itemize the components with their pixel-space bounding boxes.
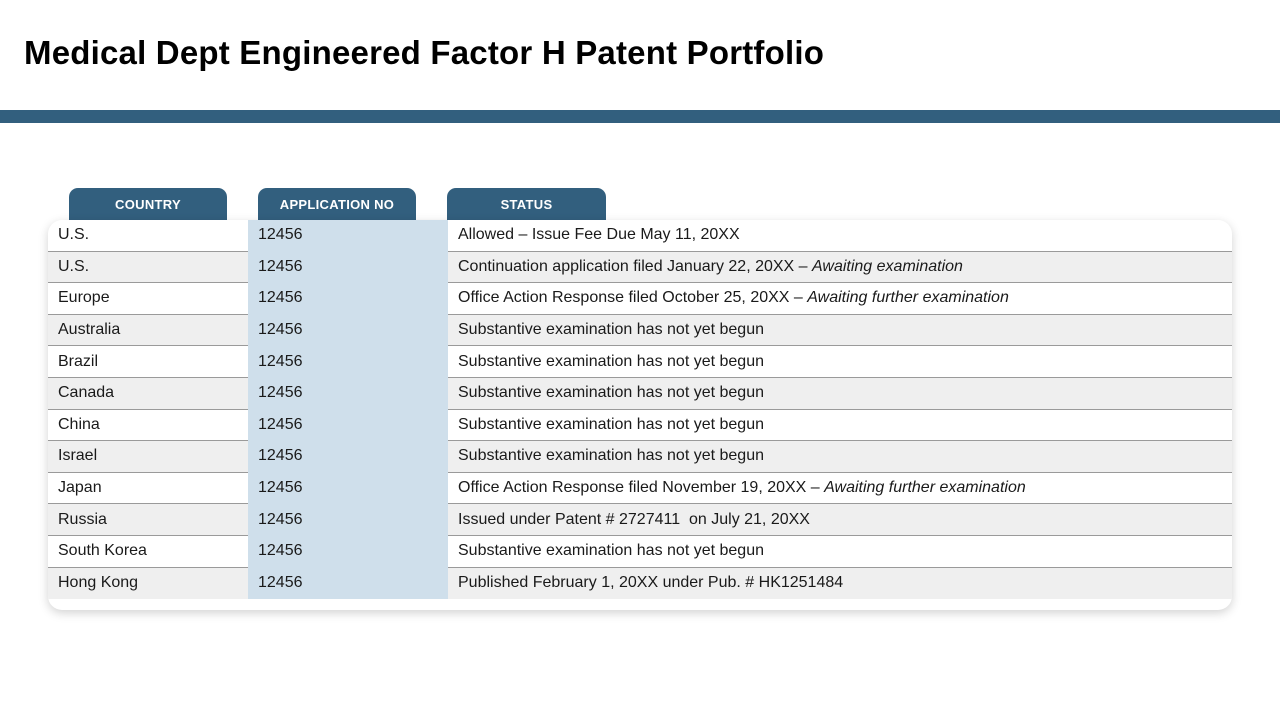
table-row: Russia 12456 Issued under Patent # 2727411… (48, 504, 1232, 536)
status-text: Substantive examination has not yet begu… (458, 321, 764, 339)
cell-application-no: 12456 (258, 447, 303, 465)
cell-application-no: 12456 (258, 510, 303, 528)
cell-country: South Korea (58, 542, 147, 560)
status-text: Office Action Response filed October 25,… (458, 289, 808, 307)
cell-application-no: 12456 (258, 384, 303, 402)
column-header-application-no: APPLICATION NO (258, 188, 416, 222)
cell-status: Substantive examination has not yet begu… (458, 410, 1228, 441)
page-title: Medical Dept Engineered Factor H Patent … (24, 34, 825, 71)
cell-country: Japan (58, 479, 102, 497)
cell-status: Issued under Patent # 2727411 on July 21… (458, 504, 1228, 535)
column-header-status: STATUS (447, 188, 606, 222)
cell-country: Israel (58, 447, 98, 465)
cell-application-no: 12456 (258, 415, 303, 433)
cell-country: U.S. (58, 226, 90, 244)
table-row: Europe 12456 Office Action Response filed … (48, 283, 1232, 315)
title-divider-bar (0, 110, 1280, 123)
cell-application-no: 12456 (258, 574, 303, 592)
table-row: Canada 12456 Substantive examination has n… (48, 377, 1232, 410)
status-text: Substantive examination has not yet begu… (458, 384, 764, 402)
status-text: Allowed – Issue Fee Due May 11, 20XX (458, 226, 740, 244)
table-row: Israel 12456 Substantive examination has n… (48, 441, 1232, 473)
table-row: Brazil 12456 Substantive examination has n… (48, 346, 1232, 378)
status-text: Substantive examination has not yet begu… (458, 447, 764, 465)
cell-status: Office Action Response filed October 25,… (458, 283, 1228, 314)
table-body: U.S. 12456 Allowed – Issue Fee Due May 11,… (48, 220, 1232, 600)
cell-country: China (58, 415, 100, 433)
cell-country: Australia (58, 321, 121, 339)
status-text: Continuation application filed January 2… (458, 257, 813, 275)
cell-status: Substantive examination has not yet begu… (458, 441, 1228, 472)
status-text: Published February 1, 20XX under Pub. # … (458, 574, 844, 592)
cell-application-no: 12456 (258, 226, 303, 244)
cell-status: Office Action Response filed November 19… (458, 473, 1228, 504)
cell-status: Continuation application filed January 2… (458, 252, 1228, 283)
table-row: U.S. 12456 Continuation application filed … (48, 251, 1232, 284)
cell-status: Substantive examination has not yet begu… (458, 346, 1228, 377)
cell-country: Brazil (58, 352, 99, 370)
cell-application-no: 12456 (258, 321, 303, 339)
status-text: Substantive examination has not yet begu… (458, 415, 764, 433)
cell-status: Substantive examination has not yet begu… (458, 536, 1228, 567)
cell-country: Russia (58, 510, 107, 528)
cell-country: U.S. (58, 257, 90, 275)
status-text: Substantive examination has not yet begu… (458, 352, 764, 370)
cell-status: Published February 1, 20XX under Pub. # … (458, 568, 1228, 600)
patent-table: U.S. 12456 Allowed – Issue Fee Due May 11,… (48, 220, 1232, 610)
cell-application-no: 12456 (258, 257, 303, 275)
cell-country: Canada (58, 384, 115, 402)
cell-status: Substantive examination has not yet begu… (458, 378, 1228, 409)
table-row: U.S. 12456 Allowed – Issue Fee Due May 11,… (48, 220, 1232, 252)
status-note: Awaiting further examination (807, 289, 1009, 307)
table-row: Australia 12456 Substantive examination ha… (48, 314, 1232, 347)
status-text: Substantive examination has not yet begu… (458, 542, 764, 560)
status-text: Issued under Patent # 2727411 on July 21… (458, 510, 810, 528)
cell-application-no: 12456 (258, 479, 303, 497)
status-note: Awaiting further examination (824, 479, 1026, 497)
cell-country: Europe (58, 289, 110, 307)
cell-application-no: 12456 (258, 542, 303, 560)
column-header-country: COUNTRY (69, 188, 227, 222)
cell-application-no: 12456 (258, 289, 303, 307)
status-note: Awaiting examination (812, 257, 963, 275)
table-row: Hong Kong 12456 Published February 1, 20XX… (48, 567, 1232, 600)
application-no-column-band (248, 220, 448, 599)
table-row: Japan 12456 Office Action Response filed N… (48, 473, 1232, 505)
cell-application-no: 12456 (258, 352, 303, 370)
cell-status: Allowed – Issue Fee Due May 11, 20XX (458, 220, 1228, 251)
cell-country: Hong Kong (58, 574, 139, 592)
status-text: Office Action Response filed November 19… (458, 479, 825, 497)
table-row: China 12456 Substantive examination has no… (48, 410, 1232, 442)
cell-status: Substantive examination has not yet begu… (458, 315, 1228, 346)
table-row: South Korea 12456 Substantive examination … (48, 536, 1232, 568)
